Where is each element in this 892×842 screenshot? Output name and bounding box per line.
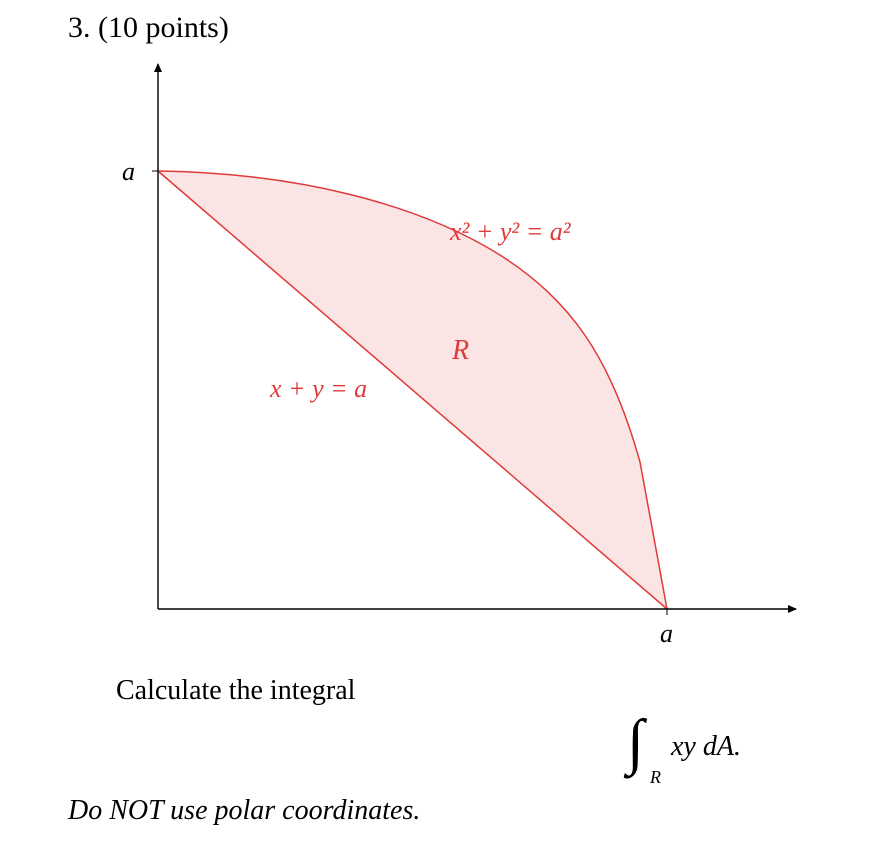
integral-subscript: R [650, 767, 661, 787]
integral-expression: ∫ R xy dA. [627, 708, 807, 798]
circle-label: x² + y² = a² [449, 217, 572, 246]
line-x-plus-y [157, 170, 668, 610]
circle-arc [157, 170, 668, 610]
y-tick-label: a [122, 157, 135, 186]
instruction-text: Do NOT use polar coordinates. [68, 795, 421, 826]
integral-sign: ∫ [627, 708, 644, 776]
x-tick-label: a [660, 619, 673, 648]
integrand: xy dA. [671, 731, 741, 762]
problem-heading: 3. (10 points) [68, 11, 229, 44]
integral-prompt: Calculate the integral [116, 675, 356, 706]
line-label: x + y = a [269, 374, 367, 403]
region-label: R [451, 335, 469, 366]
